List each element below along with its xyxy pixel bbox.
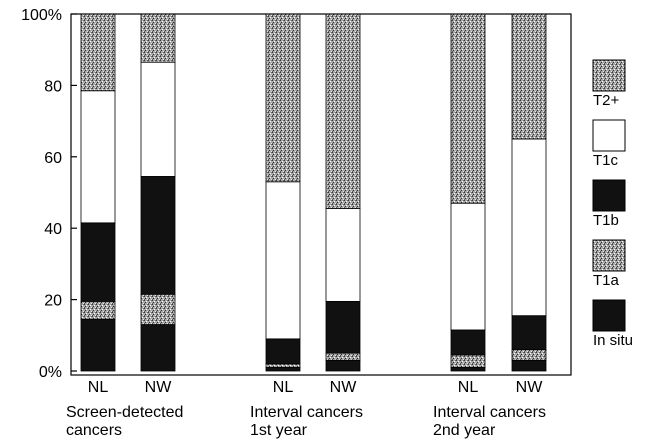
bar-segment-t1a <box>450 354 486 368</box>
bar-segment-t2- <box>140 13 176 63</box>
category-label: NW <box>145 379 173 396</box>
bar-segment-t2- <box>325 13 361 209</box>
y-axis: 0% 20 40 60 80 100% <box>21 7 77 381</box>
group-label-line1: Interval cancers <box>433 404 546 421</box>
legend-swatch <box>592 119 626 152</box>
bar-segment-in-situ <box>140 324 176 372</box>
bar-segment-t2- <box>450 13 486 204</box>
bar-segment-t2- <box>511 13 547 140</box>
legend-label: In situ <box>593 332 633 349</box>
legend-swatch <box>592 299 626 332</box>
bar-segment-t1b <box>325 300 361 354</box>
category-label: NW <box>516 379 544 396</box>
group-label-line2: cancers <box>66 422 122 439</box>
bar-segment-t1b <box>80 222 116 302</box>
y-tick-label: 0% <box>39 364 62 381</box>
bar-segment-t1a <box>265 363 301 368</box>
bar-segment-t1c <box>450 202 486 331</box>
category-label: NW <box>330 379 358 396</box>
legend-swatch <box>592 59 626 92</box>
bar-stack <box>265 13 301 372</box>
bar-stack <box>80 13 116 372</box>
group-label-line1: Screen-detected <box>66 404 183 421</box>
bars <box>80 13 547 372</box>
plot-frame <box>70 13 572 376</box>
bar-stack <box>450 13 486 372</box>
bar-segment-t1b <box>450 329 486 356</box>
bar-segment-t1b <box>140 176 176 295</box>
bar-segment-t1c <box>265 181 301 340</box>
bar-segment-in-situ <box>450 367 486 372</box>
bar-segment-in-situ <box>325 359 361 372</box>
y-tick-label: 20 <box>44 293 62 310</box>
x-axis-labels: NL NW NL NW NL NW <box>88 379 543 396</box>
category-label: NL <box>88 379 109 396</box>
legend-label: T1a <box>593 272 620 289</box>
bar-segment-t1c <box>80 90 116 224</box>
bar-segment-t1a <box>325 352 361 361</box>
legend-label: T1c <box>593 152 619 169</box>
bar-segment-in-situ <box>511 359 547 372</box>
bar-segment-in-situ <box>265 367 301 372</box>
legend-swatch <box>592 239 626 272</box>
bar-segment-t2- <box>265 13 301 183</box>
bar-segment-t1b <box>265 338 301 365</box>
bar-stack <box>325 13 361 372</box>
bar-segment-t1a <box>511 349 547 361</box>
bar-segment-in-situ <box>80 318 116 372</box>
y-tick-label: 100% <box>21 7 62 24</box>
bar-segment-t1a <box>80 300 116 320</box>
bar-segment-t1b <box>511 315 547 350</box>
bar-stack <box>511 13 547 372</box>
legend: T2+ T1c T1b T1a In situ <box>592 59 633 349</box>
bar-segment-t1c <box>511 138 547 317</box>
category-label: NL <box>458 379 479 396</box>
bar-segment-t1c <box>325 208 361 302</box>
legend-label: T1b <box>593 212 619 229</box>
group-label-line2: 1st year <box>250 422 308 439</box>
group-label-line1: Interval cancers <box>250 404 363 421</box>
y-tick-label: 40 <box>44 221 62 238</box>
y-tick-label: 80 <box>44 78 62 95</box>
bar-segment-t1c <box>140 61 176 177</box>
category-label: NL <box>273 379 294 396</box>
y-tick-label: 60 <box>44 150 62 167</box>
bar-stack <box>140 13 176 372</box>
bar-segment-t2- <box>80 13 116 92</box>
bar-segment-t1a <box>140 293 176 325</box>
group-label-line2: 2nd year <box>433 422 496 439</box>
legend-label: T2+ <box>593 92 620 109</box>
legend-swatch <box>592 179 626 212</box>
